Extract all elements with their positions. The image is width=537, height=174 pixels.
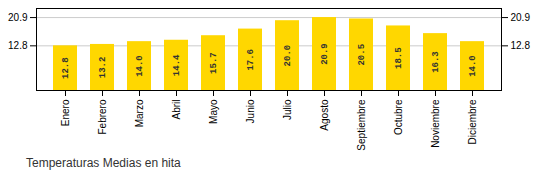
svg-text:13.2: 13.2 [98, 57, 108, 79]
svg-text:16.3: 16.3 [431, 51, 441, 73]
svg-text:Julio: Julio [282, 99, 293, 120]
svg-text:18.5: 18.5 [394, 47, 404, 69]
svg-text:Marzo: Marzo [134, 99, 145, 127]
svg-text:Abril: Abril [171, 100, 182, 120]
svg-text:Noviembre: Noviembre [430, 99, 441, 148]
svg-text:Diciembre: Diciembre [467, 99, 478, 144]
svg-text:20.9: 20.9 [8, 12, 28, 23]
svg-text:14.0: 14.0 [468, 55, 478, 77]
svg-text:15.7: 15.7 [209, 52, 219, 74]
svg-text:20.9: 20.9 [511, 12, 531, 23]
svg-text:20.5: 20.5 [357, 44, 367, 66]
svg-text:Junio: Junio [245, 99, 256, 123]
svg-text:Septiembre: Septiembre [356, 99, 367, 151]
svg-text:Agosto: Agosto [319, 99, 330, 131]
svg-text:12.8: 12.8 [511, 40, 531, 51]
svg-text:Mayo: Mayo [208, 99, 219, 124]
svg-text:12.8: 12.8 [8, 40, 28, 51]
svg-text:17.6: 17.6 [246, 49, 256, 71]
svg-text:Febrero: Febrero [97, 99, 108, 134]
svg-text:Octubre: Octubre [393, 99, 404, 135]
svg-text:14.4: 14.4 [172, 54, 182, 76]
svg-text:20.0: 20.0 [283, 45, 293, 67]
svg-text:20.9: 20.9 [320, 43, 330, 65]
svg-text:12.8: 12.8 [61, 57, 71, 79]
html-text:Temperaturas Medias en hita: Temperaturas Medias en hita [26, 156, 181, 170]
svg-text:Enero: Enero [60, 99, 71, 126]
svg-text:14.0: 14.0 [135, 55, 145, 77]
